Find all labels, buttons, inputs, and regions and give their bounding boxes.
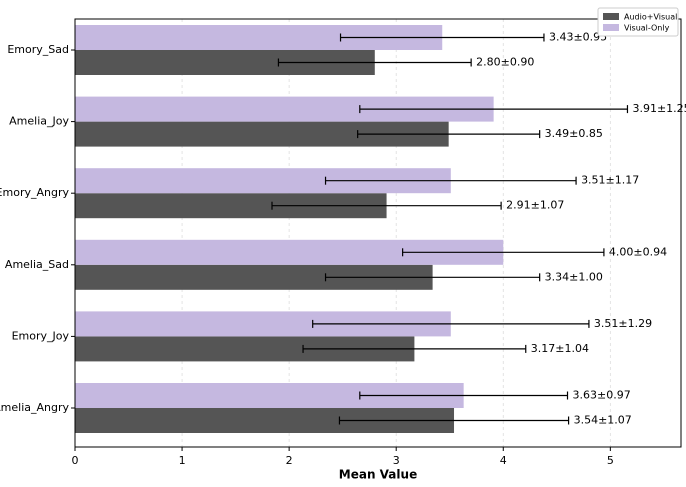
- value-label: 3.54±1.07: [574, 414, 632, 427]
- value-label: 3.49±0.85: [545, 127, 603, 140]
- x-axis-label: Mean Value: [339, 468, 417, 482]
- value-label: 3.43±0.95: [549, 31, 607, 44]
- legend-label: Visual-Only: [624, 24, 670, 33]
- x-tick-label: 5: [607, 454, 614, 467]
- legend-swatch: [603, 13, 619, 20]
- y-tick-label: Emory_Joy: [12, 329, 70, 342]
- x-tick-label: 0: [72, 454, 79, 467]
- y-tick-label: Emory_Sad: [7, 43, 69, 56]
- x-tick-label: 3: [393, 454, 400, 467]
- y-tick-label: Emory_Angry: [0, 186, 69, 199]
- value-label: 3.63±0.97: [573, 389, 631, 402]
- value-label: 4.00±0.94: [609, 245, 667, 258]
- value-label: 3.34±1.00: [545, 270, 603, 283]
- value-label: 3.51±1.29: [594, 317, 652, 330]
- value-label: 3.91±1.25: [632, 102, 686, 115]
- x-tick-label: 1: [179, 454, 186, 467]
- y-tick-label: Amelia_Sad: [5, 258, 69, 271]
- x-tick-label: 2: [286, 454, 293, 467]
- value-label: 3.51±1.17: [581, 174, 639, 187]
- x-tick-label: 4: [500, 454, 507, 467]
- legend-swatch: [603, 24, 619, 31]
- value-label: 2.80±0.90: [476, 56, 534, 69]
- legend-label: Audio+Visual: [624, 13, 677, 22]
- y-tick-label: Amelia_Joy: [9, 115, 69, 128]
- y-tick-label: Amelia_Angry: [0, 401, 69, 414]
- value-label: 2.91±1.07: [506, 199, 564, 212]
- value-label: 3.17±1.04: [531, 342, 589, 355]
- plot-frame: [74, 18, 682, 448]
